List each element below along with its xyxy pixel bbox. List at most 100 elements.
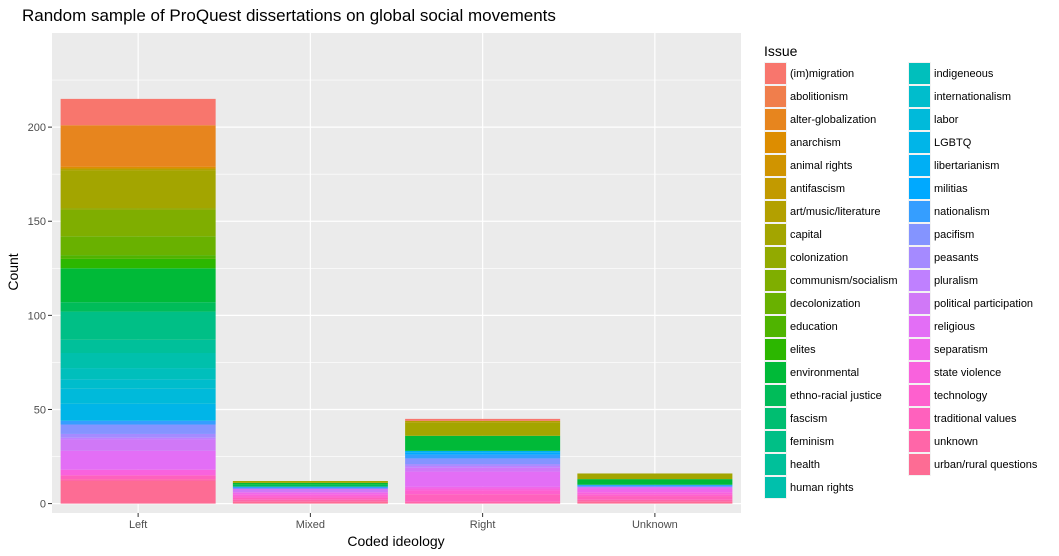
legend-item: art/music/literature <box>764 200 880 223</box>
y-tick-label: 0 <box>40 499 46 511</box>
legend-item: militias <box>908 177 968 200</box>
bar-segment <box>232 482 388 485</box>
bar-segment <box>405 464 561 466</box>
legend-item: (im)migration <box>764 62 854 85</box>
bar-segment <box>60 339 216 353</box>
legend-key-swatch <box>909 385 930 406</box>
legend-key-swatch <box>765 270 786 291</box>
bar-segment <box>577 496 733 500</box>
x-tick-label: Unknown <box>632 519 678 531</box>
legend-key-swatch <box>765 408 786 429</box>
bar-segment <box>60 258 216 269</box>
legend-key-swatch <box>765 339 786 360</box>
legend-item: internationalism <box>908 85 1011 108</box>
legend-key-swatch <box>765 431 786 452</box>
bar-segment <box>60 166 216 169</box>
bar-segment <box>60 368 216 380</box>
legend-label: libertarianism <box>934 160 999 172</box>
legend-key-swatch <box>909 155 930 176</box>
bar-segment <box>60 424 216 434</box>
legend-key-swatch <box>909 86 930 107</box>
legend-item: antifascism <box>764 177 845 200</box>
legend-item: colonization <box>764 246 848 269</box>
bar-segment <box>60 433 216 438</box>
bar-segment <box>577 488 733 493</box>
legend-label: pluralism <box>934 275 978 287</box>
bar-segment <box>232 497 388 500</box>
legend-item: health <box>764 453 820 476</box>
bar-segment <box>60 420 216 425</box>
legend-item: traditional values <box>908 407 1017 430</box>
bar-segment <box>577 484 733 487</box>
legend-item: feminism <box>764 430 834 453</box>
legend-item: labor <box>908 108 959 131</box>
bar-segment <box>232 484 388 487</box>
legend-item: fascism <box>764 407 827 430</box>
bar-segment <box>60 302 216 312</box>
legend-key-swatch <box>765 247 786 268</box>
bar-segment <box>232 488 388 493</box>
bar-segment <box>60 469 216 476</box>
bar-segment <box>60 353 216 369</box>
bar-segment <box>232 501 388 504</box>
legend-label: religious <box>934 321 975 333</box>
bar-segment <box>405 450 561 453</box>
legend-label: state violence <box>934 367 1001 379</box>
bar-segment <box>60 439 216 451</box>
bar-segment <box>60 170 216 209</box>
bar-segment <box>60 437 216 440</box>
legend-key-swatch <box>909 224 930 245</box>
bar-segment <box>60 403 216 421</box>
bar-segment <box>60 208 216 210</box>
legend-label: (im)migration <box>790 68 854 80</box>
legend-key-swatch <box>909 408 930 429</box>
legend-label: political participation <box>934 298 1033 310</box>
legend-item: anarchism <box>764 131 841 154</box>
bar-segment <box>232 481 388 483</box>
bar-segment <box>60 125 216 167</box>
bar-segment <box>60 98 216 126</box>
legend-label: elites <box>790 344 816 356</box>
legend-item: communism/socialism <box>764 269 898 292</box>
legend-item: elites <box>764 338 816 361</box>
legend-label: anarchism <box>790 137 841 149</box>
legend-key-swatch <box>765 224 786 245</box>
legend-item: peasants <box>908 246 979 269</box>
y-tick-label: 100 <box>28 310 46 322</box>
legend-item: unknown <box>908 430 978 453</box>
legend-label: communism/socialism <box>790 275 898 287</box>
legend-item: libertarianism <box>908 154 999 177</box>
legend-label: LGBTQ <box>934 137 972 149</box>
legend-label: human rights <box>790 482 854 494</box>
legend-key-swatch <box>909 201 930 222</box>
legend-key-swatch <box>765 132 786 153</box>
bar-segment <box>405 420 561 423</box>
legend-key-swatch <box>765 316 786 337</box>
legend-key-swatch <box>765 477 786 498</box>
bar-segment <box>60 209 216 237</box>
legend-label: pacifism <box>934 229 974 241</box>
legend-label: traditional values <box>934 413 1017 425</box>
legend-item: pacifism <box>908 223 974 246</box>
legend-label: art/music/literature <box>790 206 880 218</box>
legend-key-swatch <box>909 270 930 291</box>
bar-segment <box>405 435 561 451</box>
legend-item: state violence <box>908 361 1001 384</box>
axes: 0 50 100 150 200 Left Mixed Right Unknown <box>28 122 678 531</box>
bar-segment <box>577 473 733 480</box>
bar-segment <box>405 467 561 472</box>
legend-item: capital <box>764 223 822 246</box>
legend-label: education <box>790 321 838 333</box>
legend-label: internationalism <box>934 91 1011 103</box>
bar-segment <box>405 471 561 487</box>
legend-key-swatch <box>765 293 786 314</box>
legend-key-swatch <box>765 178 786 199</box>
legend-item: nationalism <box>908 200 990 223</box>
bar-segment <box>577 499 733 502</box>
legend-label: fascism <box>790 413 827 425</box>
legend-key-swatch <box>909 362 930 383</box>
legend-key-swatch <box>765 385 786 406</box>
bar-segment <box>405 454 561 459</box>
legend: Issue (im)migration abolitionism alter-glo… <box>764 43 1038 499</box>
